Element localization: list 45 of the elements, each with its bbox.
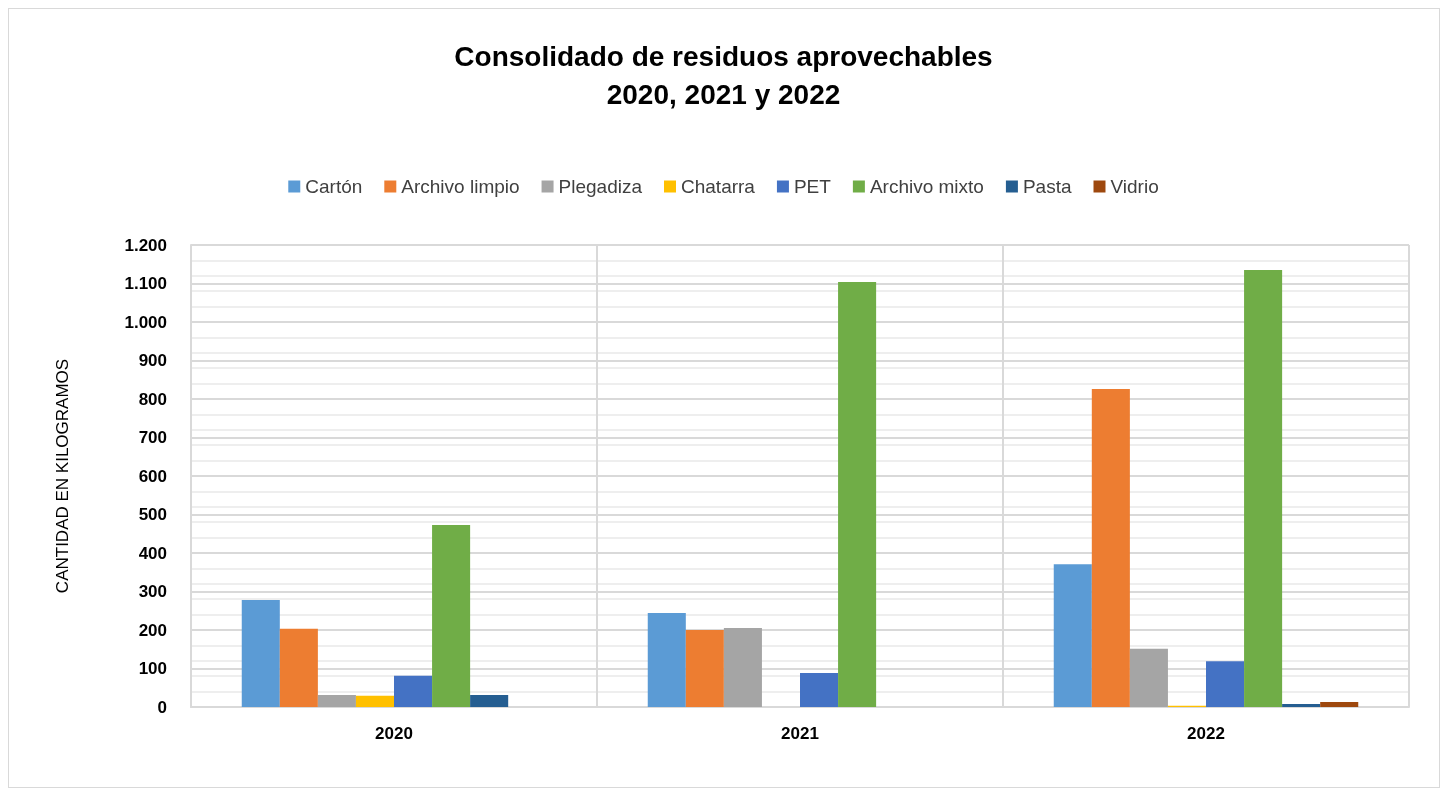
y-tick-label: 1.000 xyxy=(124,312,167,332)
bar xyxy=(432,524,471,707)
y-tick-label: 800 xyxy=(138,389,167,409)
bar xyxy=(279,628,318,707)
y-tick-label: 300 xyxy=(138,582,167,601)
y-tick-label: 0 xyxy=(157,697,167,717)
legend-label: Archivo limpio xyxy=(401,176,520,197)
x-tick-label: 2022 xyxy=(1187,724,1225,743)
bar xyxy=(1206,661,1245,707)
x-tick-label: 2021 xyxy=(781,724,819,743)
y-tick-label: 500 xyxy=(138,505,167,524)
bar xyxy=(1091,388,1130,707)
bar xyxy=(838,281,877,707)
legend-label: Vidrio xyxy=(1110,176,1159,197)
bar xyxy=(1244,270,1283,707)
y-tick-label: 100 xyxy=(138,659,167,678)
bar xyxy=(723,628,762,707)
y-tick-label: 200 xyxy=(138,620,167,640)
x-tick-label: 2020 xyxy=(375,724,413,743)
legend-label: PET xyxy=(793,176,832,197)
bar xyxy=(800,673,839,707)
legend-label: Chatarra xyxy=(681,176,756,197)
y-tick-label: 1.100 xyxy=(124,274,167,293)
bar xyxy=(1129,648,1168,707)
bar xyxy=(647,613,686,707)
bar xyxy=(394,675,433,707)
y-tick-label: 1.200 xyxy=(124,235,167,255)
y-tick-label: 600 xyxy=(138,466,167,486)
bar xyxy=(317,695,356,707)
bar xyxy=(685,630,724,707)
legend-label: Cartón xyxy=(305,176,363,197)
legend-label: Pasta xyxy=(1022,176,1072,197)
legend-label: Plegadiza xyxy=(558,176,643,197)
bar xyxy=(470,695,509,707)
bar xyxy=(1320,702,1359,707)
y-tick-label: 700 xyxy=(138,428,167,447)
bar xyxy=(355,695,394,707)
y-tick-label: 400 xyxy=(138,543,167,563)
y-axis-title: CANTIDAD EN KILOGRAMOS xyxy=(53,358,72,594)
legend-label: Archivo mixto xyxy=(869,176,984,197)
chart-title: Consolidado de residuos aprovechables 2020, 2021 y 2022 xyxy=(454,40,993,110)
y-tick-label: 900 xyxy=(138,351,167,370)
bar xyxy=(241,599,280,707)
bar xyxy=(1282,703,1321,707)
bar xyxy=(1053,564,1092,707)
